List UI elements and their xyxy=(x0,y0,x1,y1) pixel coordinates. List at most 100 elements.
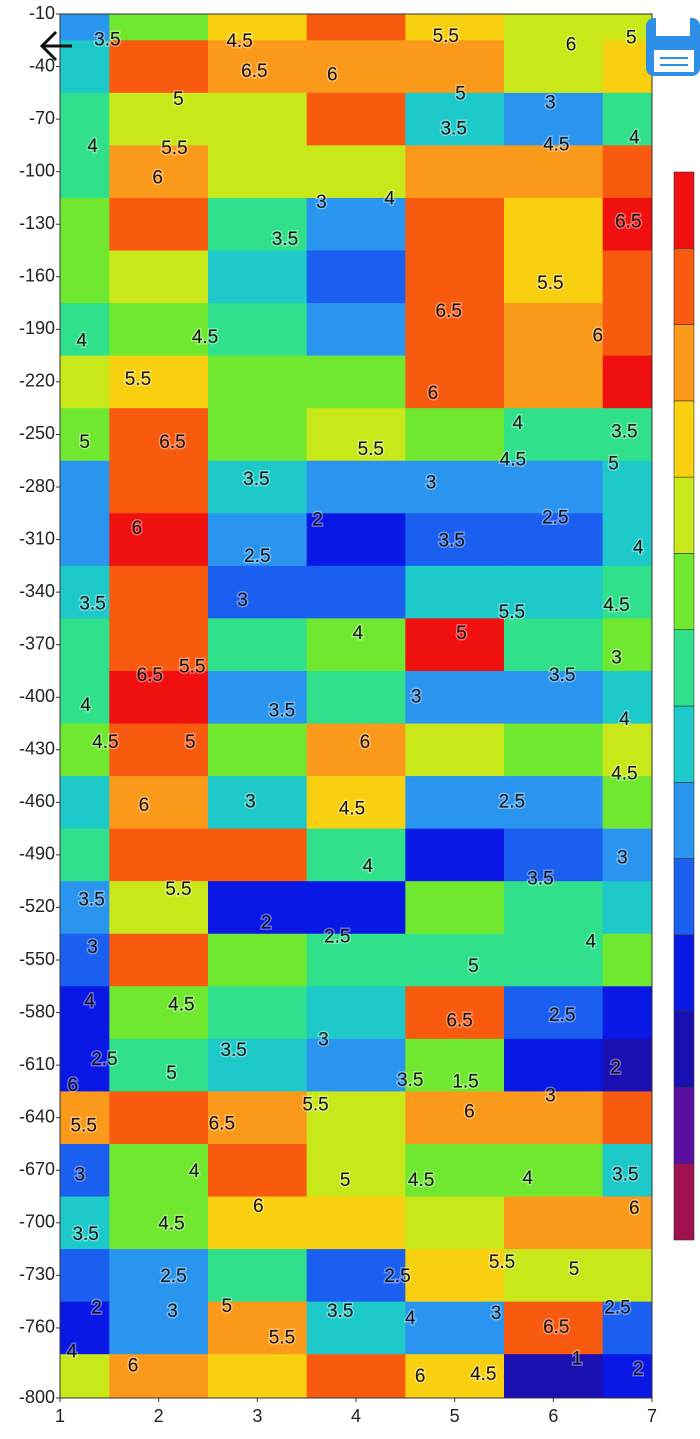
contour-cell xyxy=(208,92,308,146)
contour-label: 6.5 xyxy=(446,1010,472,1031)
contour-cell xyxy=(208,14,308,41)
contour-label: 6 xyxy=(68,1075,79,1096)
contour-label: 2.5 xyxy=(160,1266,186,1287)
contour-label: 2 xyxy=(610,1058,621,1079)
contour-label: 4 xyxy=(84,991,95,1012)
contour-cell xyxy=(60,408,110,462)
contour-cell xyxy=(306,565,406,619)
contour-cell xyxy=(504,1301,604,1355)
contour-label: 6 xyxy=(139,795,150,816)
contour-label: 4 xyxy=(353,623,364,644)
contour-cell xyxy=(504,1038,604,1092)
contour-cell xyxy=(208,776,308,830)
contour-cell xyxy=(405,1091,505,1145)
contour-label: 6 xyxy=(152,168,163,189)
contour-label: 4.5 xyxy=(408,1170,434,1191)
contour-cell xyxy=(208,1249,308,1303)
contour-cell xyxy=(306,776,406,830)
contour-label: 3.5 xyxy=(94,29,120,50)
contour-cell xyxy=(60,986,110,1040)
contour-label: 3.5 xyxy=(272,229,298,250)
contour-cell xyxy=(504,723,604,777)
contour-cell xyxy=(602,1143,652,1198)
contour-label: 3.5 xyxy=(438,530,464,551)
contour-label: 6 xyxy=(415,1366,426,1387)
contour-cell xyxy=(405,565,505,619)
save-icon-label xyxy=(654,50,694,72)
y-tick-label: -40 xyxy=(29,55,55,75)
contour-label: 4 xyxy=(522,1168,533,1189)
contour-cell xyxy=(405,723,505,777)
contour-cell xyxy=(602,197,652,252)
contour-cell xyxy=(602,250,652,304)
contour-cell xyxy=(602,1301,652,1355)
contour-cell xyxy=(208,618,308,672)
contour-cell xyxy=(60,565,110,619)
contour-label: 4 xyxy=(67,1341,78,1362)
contour-cell xyxy=(504,1249,604,1303)
contour-cell xyxy=(208,881,308,935)
y-tick-label: -10 xyxy=(29,3,55,23)
contour-label: 6.5 xyxy=(159,432,185,453)
contour-label: 6.5 xyxy=(615,211,641,232)
contour-cell xyxy=(405,408,505,462)
contour-cell xyxy=(306,618,406,672)
contour-cell xyxy=(405,1301,505,1355)
contour-cell xyxy=(208,513,308,567)
back-button[interactable] xyxy=(39,30,72,62)
contour-cell xyxy=(504,92,604,146)
contour-cell xyxy=(60,197,110,252)
y-tick-label: -220 xyxy=(19,371,55,391)
contour-label: 1.5 xyxy=(452,1072,478,1093)
contour-cell xyxy=(306,1038,406,1092)
contour-cell xyxy=(306,986,406,1040)
contour-label: 6 xyxy=(132,518,143,539)
contour-cell xyxy=(109,986,209,1040)
contour-cell xyxy=(60,355,110,409)
contour-cell xyxy=(60,1038,110,1092)
contour-cell xyxy=(602,881,652,935)
contour-cell xyxy=(602,618,652,672)
contour-label: 4.5 xyxy=(543,134,569,155)
contour-cell xyxy=(208,1091,308,1145)
contour-label: 1 xyxy=(572,1348,583,1369)
contour-label: 3 xyxy=(74,1165,85,1186)
contour-label: 6.5 xyxy=(543,1317,569,1338)
y-tick-label: -310 xyxy=(19,528,55,548)
y-tick-label: -100 xyxy=(19,160,55,180)
contour-cell xyxy=(109,303,209,357)
save-button[interactable] xyxy=(646,18,700,76)
contour-cell xyxy=(208,1038,308,1092)
contour-cell xyxy=(306,670,406,725)
contour-label: 3.5 xyxy=(527,868,553,889)
contour-cell xyxy=(109,618,209,672)
contour-label: 5 xyxy=(166,1063,177,1084)
contour-cell xyxy=(208,1196,308,1250)
contour-label: 6 xyxy=(253,1196,264,1217)
contour-cell xyxy=(109,1196,209,1250)
x-tick-label: 3 xyxy=(252,1406,262,1426)
y-tick-label: -250 xyxy=(19,423,55,443)
contour-cell xyxy=(109,1354,209,1398)
back-arrow[interactable] xyxy=(39,30,72,62)
contour-label: 5.5 xyxy=(125,369,151,390)
contour-cell xyxy=(602,933,652,987)
contour-label: 5 xyxy=(173,89,184,110)
contour-cell xyxy=(504,565,604,619)
contour-label: 4 xyxy=(513,413,524,434)
contour-cell xyxy=(306,303,406,357)
contour-label: 2.5 xyxy=(542,508,568,529)
contour-label: 3.5 xyxy=(397,1070,423,1091)
contour-label: 5.5 xyxy=(499,602,525,623)
contour-label: 4 xyxy=(405,1308,416,1329)
contour-label: 5.5 xyxy=(70,1115,96,1136)
colorbar-segment xyxy=(673,1163,695,1241)
contour-label: 4 xyxy=(189,1161,200,1182)
contour-cell xyxy=(60,1143,110,1198)
contour-cell xyxy=(306,145,406,199)
contour-label: 2.5 xyxy=(384,1266,410,1287)
contour-cell xyxy=(405,986,505,1040)
contour-cell xyxy=(306,92,406,146)
colorbar-segment xyxy=(673,247,695,325)
contour-cell xyxy=(109,14,209,41)
